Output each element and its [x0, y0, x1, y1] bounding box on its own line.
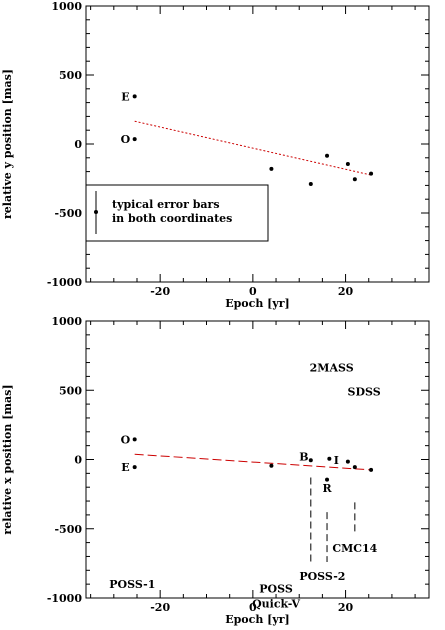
y-tick-label: 0	[74, 454, 82, 467]
point-annotation: B	[299, 451, 308, 464]
data-point	[132, 137, 137, 142]
x-axis-label: Epoch [yr]	[225, 297, 290, 310]
y-tick-label: 0	[74, 138, 82, 151]
bottom-panel: -20 0 20 -1000 -500 0 500 1000 Epoch [yr] relativ…	[1, 315, 430, 626]
y-tick-label: -500	[54, 523, 82, 536]
x-tick-label: -20	[150, 601, 170, 614]
y-tick-label: -1000	[47, 276, 83, 289]
y-tick-label: 1000	[51, 0, 82, 13]
top-panel: -20 0 20 -1000 -500 0 500 1000 Epoch [yr] relativ…	[1, 0, 430, 310]
data-point	[352, 465, 357, 470]
y-axis-label: relative x position [mas]	[1, 384, 14, 534]
legend-point	[94, 210, 98, 214]
point-annotation: Quick-V	[252, 598, 300, 611]
point-annotation: SDSS	[348, 386, 381, 399]
point-annotation: O	[121, 133, 131, 146]
data-point	[325, 477, 330, 482]
data-point	[352, 177, 357, 182]
data-point	[132, 465, 137, 470]
data-point	[345, 162, 350, 167]
point-annotation: I	[334, 454, 339, 467]
y-tick-label: 1000	[51, 315, 82, 328]
x-tick-label: 0	[249, 601, 257, 614]
y-tick-label: 500	[59, 69, 82, 82]
x-axis-label: Epoch [yr]	[225, 613, 290, 626]
data-point	[269, 166, 274, 171]
data-point	[345, 459, 350, 464]
legend-line-2: in both coordinates	[112, 212, 232, 225]
fit-line	[134, 453, 372, 471]
data-point	[327, 456, 332, 461]
point-annotation: O	[121, 433, 131, 446]
point-annotation: POSS-2	[299, 570, 345, 583]
x-tick-label: 0	[249, 285, 257, 298]
data-point	[369, 171, 374, 176]
data-point	[308, 458, 313, 463]
point-annotation: E	[121, 90, 129, 103]
x-tick-label: 20	[338, 285, 354, 298]
point-annotation: POSS-1	[109, 578, 155, 591]
point-annotation: E	[121, 461, 129, 474]
legend-line-1: typical error bars	[112, 198, 220, 211]
point-annotation: CMC14	[332, 542, 377, 555]
x-tick-label: -20	[150, 285, 170, 298]
y-tick-label: -1000	[47, 592, 83, 605]
x-tick-label: 20	[338, 601, 354, 614]
data-point	[369, 467, 374, 472]
y-tick-label: 500	[59, 384, 82, 397]
point-annotation: R	[322, 482, 332, 495]
point-annotation: 2MASS	[310, 361, 354, 374]
data-point	[269, 463, 274, 468]
y-tick-label: -500	[54, 207, 82, 220]
data-point	[132, 94, 137, 99]
point-annotation: POSS	[259, 582, 293, 595]
data-point	[325, 153, 330, 158]
data-point	[308, 182, 313, 187]
plot-frame	[85, 320, 430, 599]
data-point	[132, 437, 137, 442]
fit-line	[134, 120, 372, 176]
legend-box	[85, 184, 269, 242]
y-axis-label: relative y position [mas]	[1, 69, 14, 219]
